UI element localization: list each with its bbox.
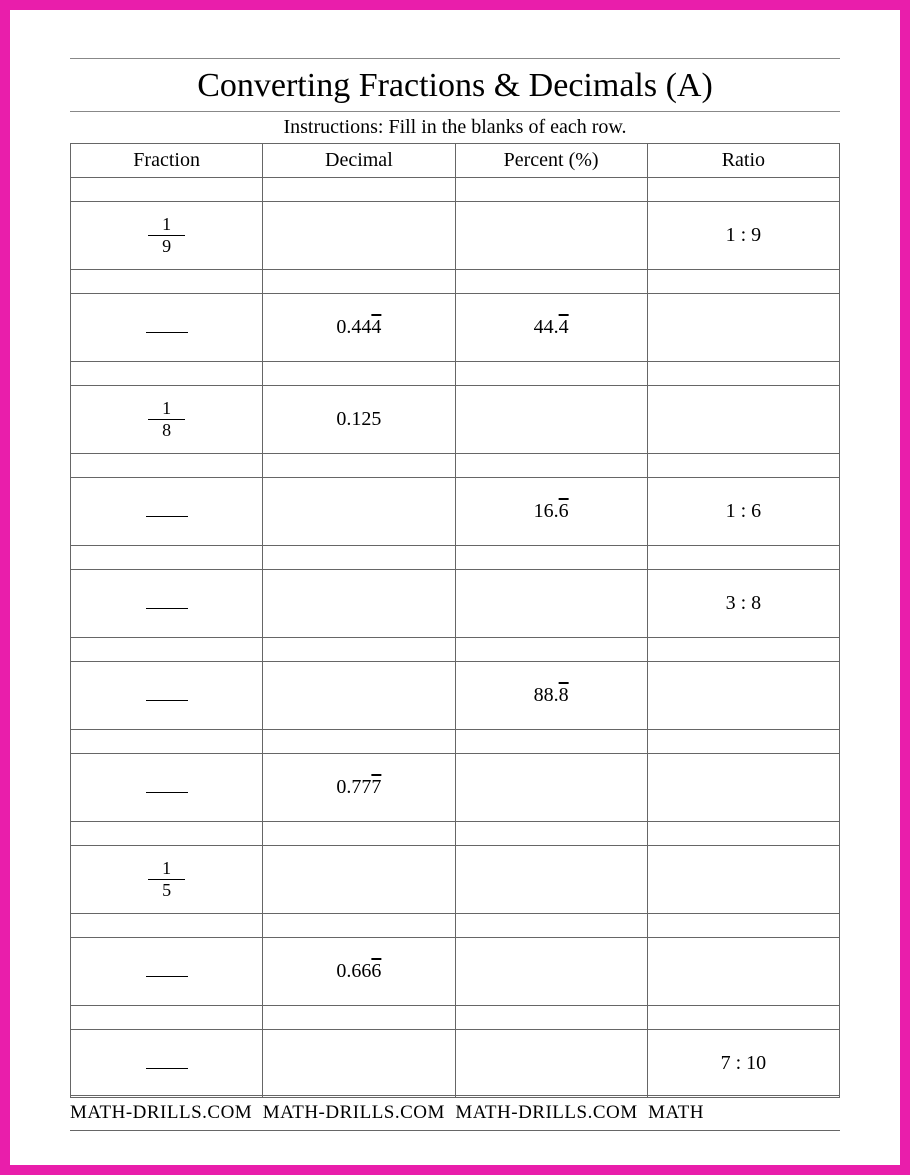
spacer-row	[71, 822, 840, 846]
table-row: 19 1 : 9	[71, 202, 840, 270]
fraction-denominator: 5	[148, 880, 185, 901]
cell-ratio	[647, 754, 839, 822]
col-header-percent: Percent (%)	[455, 144, 647, 178]
cell-fraction: 15	[71, 846, 263, 914]
fraction: 15	[148, 858, 185, 900]
col-header-fraction: Fraction	[71, 144, 263, 178]
blank-fraction-line	[146, 332, 188, 333]
cell-percent	[455, 570, 647, 638]
repeating-decimal: 0.777	[336, 776, 381, 798]
cell-ratio	[647, 662, 839, 730]
table-row: 18 0.125	[71, 386, 840, 454]
spacer-row	[71, 454, 840, 478]
cell-percent	[455, 202, 647, 270]
table-row: 0.444 44.4	[71, 294, 840, 362]
cell-ratio	[647, 386, 839, 454]
header-block: Converting Fractions & Decimals (A) Inst…	[70, 58, 840, 143]
cell-percent	[455, 938, 647, 1006]
fraction-numerator: 1	[148, 858, 185, 880]
table-row: 7 : 10	[71, 1030, 840, 1098]
cell-ratio: 1 : 6	[647, 478, 839, 546]
worksheet-page: Converting Fractions & Decimals (A) Inst…	[10, 10, 900, 1165]
table-row: 0.666	[71, 938, 840, 1006]
blank-fraction-line	[146, 700, 188, 701]
cell-fraction: 18	[71, 386, 263, 454]
cell-decimal: 0.666	[263, 938, 455, 1006]
cell-fraction	[71, 938, 263, 1006]
repeating-decimal: 16.6	[534, 500, 569, 522]
cell-fraction	[71, 478, 263, 546]
cell-percent: 44.4	[455, 294, 647, 362]
cell-decimal	[263, 846, 455, 914]
table-body: 191 : 90.44444.4180.12516.61 : 63 : 888.…	[71, 178, 840, 1098]
cell-ratio: 7 : 10	[647, 1030, 839, 1098]
cell-percent	[455, 1030, 647, 1098]
cell-ratio	[647, 938, 839, 1006]
cell-percent	[455, 754, 647, 822]
fraction: 18	[148, 398, 185, 440]
repeating-decimal: 0.666	[336, 960, 381, 982]
blank-fraction-line	[146, 516, 188, 517]
page-title: Converting Fractions & Decimals (A)	[70, 65, 840, 109]
cell-decimal	[263, 662, 455, 730]
fraction-numerator: 1	[148, 214, 185, 236]
repeating-decimal: 88.8	[534, 684, 569, 706]
cell-fraction	[71, 294, 263, 362]
repeating-decimal: 44.4	[534, 316, 569, 338]
instructions-text: Instructions: Fill in the blanks of each…	[70, 112, 840, 143]
table-row: 88.8	[71, 662, 840, 730]
spacer-row	[71, 914, 840, 938]
cell-decimal	[263, 570, 455, 638]
spacer-row	[71, 362, 840, 386]
fraction-denominator: 8	[148, 420, 185, 441]
blank-fraction-line	[146, 1068, 188, 1069]
table-row: 0.777	[71, 754, 840, 822]
spacer-row	[71, 730, 840, 754]
cell-fraction	[71, 754, 263, 822]
cell-ratio: 1 : 9	[647, 202, 839, 270]
spacer-row	[71, 270, 840, 294]
repeating-decimal: 0.444	[336, 316, 381, 338]
cell-decimal	[263, 478, 455, 546]
cell-decimal	[263, 1030, 455, 1098]
cell-percent	[455, 386, 647, 454]
rule-top	[70, 58, 840, 59]
cell-percent	[455, 846, 647, 914]
fraction-numerator: 1	[148, 398, 185, 420]
blank-fraction-line	[146, 976, 188, 977]
table-row: 16.6 1 : 6	[71, 478, 840, 546]
cell-decimal: 0.444	[263, 294, 455, 362]
col-header-decimal: Decimal	[263, 144, 455, 178]
footer-text: MATH-DRILLS.COM MATH-DRILLS.COM MATH-DRI…	[70, 1095, 840, 1131]
cell-fraction	[71, 662, 263, 730]
cell-fraction	[71, 1030, 263, 1098]
table-header-row: Fraction Decimal Percent (%) Ratio	[71, 144, 840, 178]
cell-ratio: 3 : 8	[647, 570, 839, 638]
cell-decimal: 0.125	[263, 386, 455, 454]
fraction-denominator: 9	[148, 236, 185, 257]
cell-decimal: 0.777	[263, 754, 455, 822]
table-row: 3 : 8	[71, 570, 840, 638]
cell-percent: 16.6	[455, 478, 647, 546]
spacer-row	[71, 178, 840, 202]
cell-ratio	[647, 294, 839, 362]
blank-fraction-line	[146, 792, 188, 793]
cell-fraction: 19	[71, 202, 263, 270]
col-header-ratio: Ratio	[647, 144, 839, 178]
spacer-row	[71, 638, 840, 662]
fraction: 19	[148, 214, 185, 256]
cell-decimal	[263, 202, 455, 270]
worksheet-table: Fraction Decimal Percent (%) Ratio 191 :…	[70, 143, 840, 1098]
table-row: 15	[71, 846, 840, 914]
cell-fraction	[71, 570, 263, 638]
spacer-row	[71, 1006, 840, 1030]
spacer-row	[71, 546, 840, 570]
cell-percent: 88.8	[455, 662, 647, 730]
cell-ratio	[647, 846, 839, 914]
blank-fraction-line	[146, 608, 188, 609]
